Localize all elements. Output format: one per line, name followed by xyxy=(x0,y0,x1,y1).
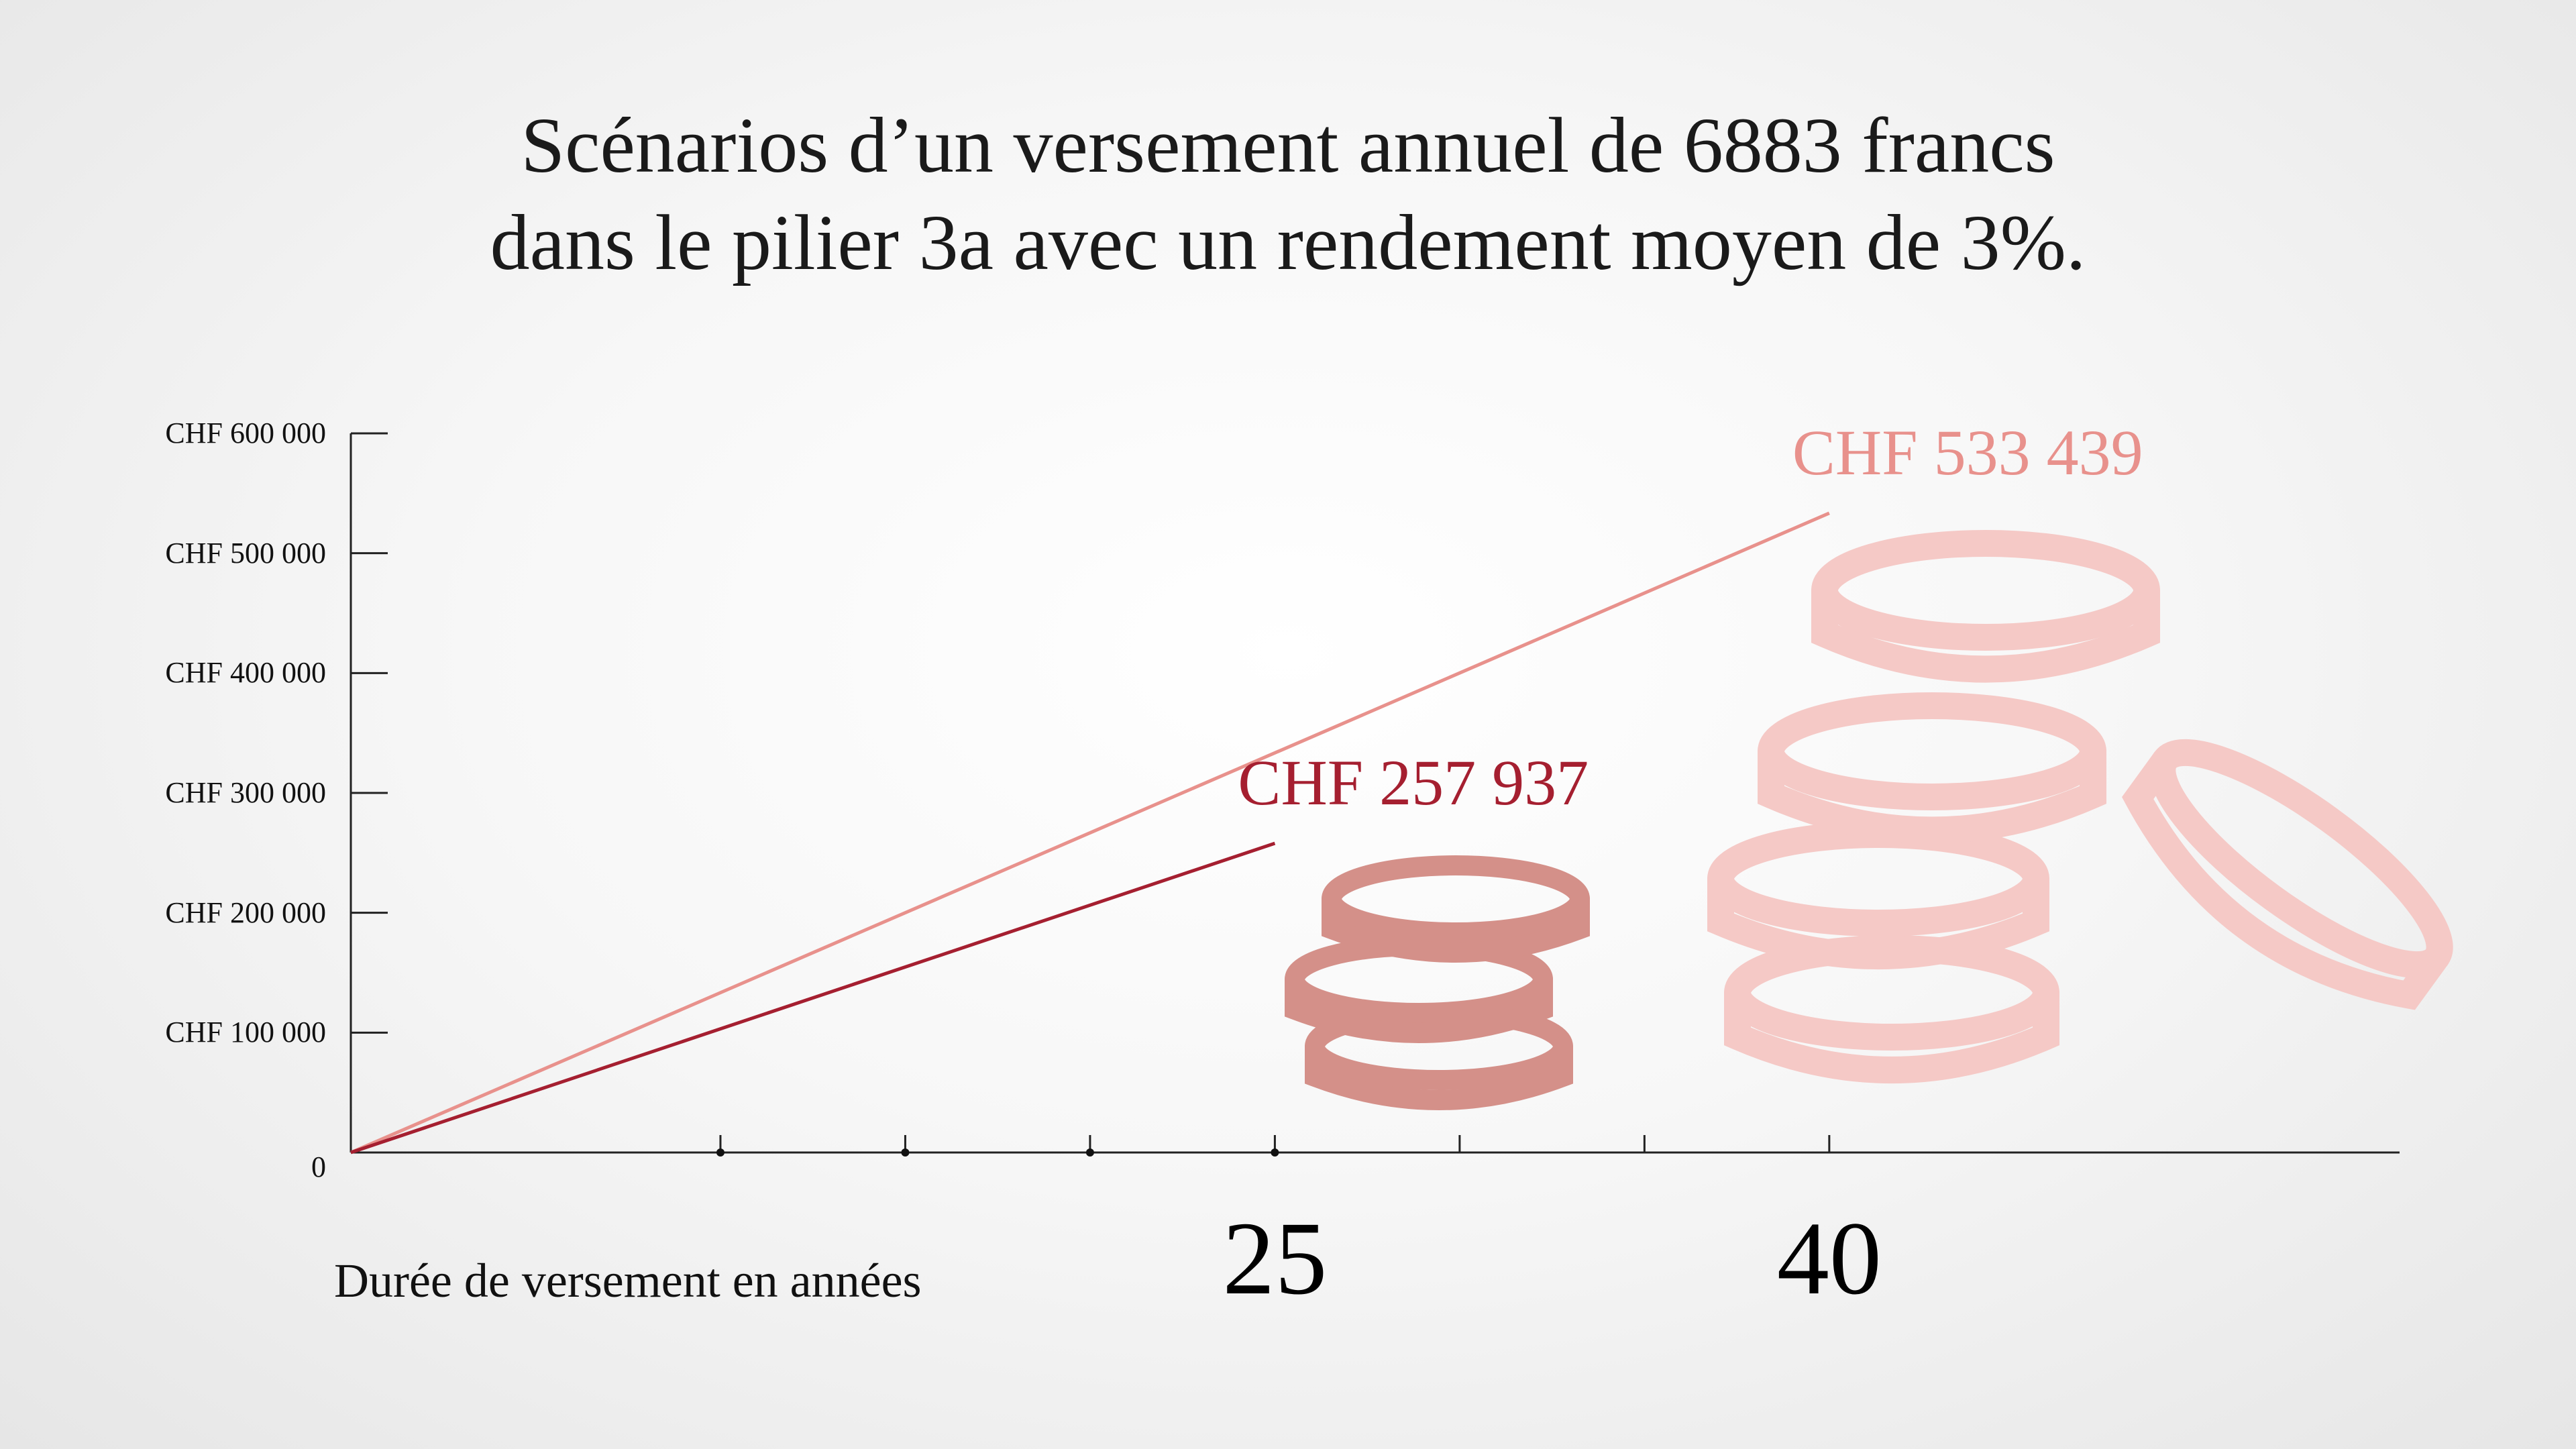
y-tick-label: CHF 600 000 xyxy=(165,417,326,449)
x-axis-label: Durée de versement en années xyxy=(334,1254,922,1307)
series-lines xyxy=(350,511,1830,1155)
y-tick-label: CHF 500 000 xyxy=(165,536,326,570)
y-tick-label: 0 xyxy=(311,1150,326,1183)
y-tick-label: CHF 300 000 xyxy=(165,776,326,809)
x-tick-marks xyxy=(716,1135,1831,1157)
x-tick-dot xyxy=(1271,1148,1279,1157)
x-highlight-label: 40 xyxy=(1776,1200,1882,1316)
x-tick-dot xyxy=(901,1148,910,1157)
y-tick-label: CHF 100 000 xyxy=(165,1016,326,1049)
y-tick-label: CHF 200 000 xyxy=(165,896,326,929)
series-end-label: CHF 533 439 xyxy=(1792,416,2143,488)
x-tick-dot xyxy=(716,1148,724,1157)
chart-title-line-2: dans le pilier 3a avec un rendement moye… xyxy=(490,199,2086,286)
series-end-label: CHF 257 937 xyxy=(1238,747,1589,819)
small-coin-stack-icon xyxy=(1285,855,1590,1110)
x-highlight-label: 25 xyxy=(1222,1200,1328,1316)
y-tick-marks xyxy=(351,432,388,1034)
y-tick-label: CHF 400 000 xyxy=(165,656,326,690)
series-line xyxy=(350,511,1830,1155)
x-tick-dot xyxy=(1085,1148,1094,1157)
large-coin-stack-icon xyxy=(1707,530,2453,1083)
chart-title-line-1: Scénarios d’un versement annuel de 6883 … xyxy=(521,101,2055,189)
series-line xyxy=(350,841,1276,1155)
